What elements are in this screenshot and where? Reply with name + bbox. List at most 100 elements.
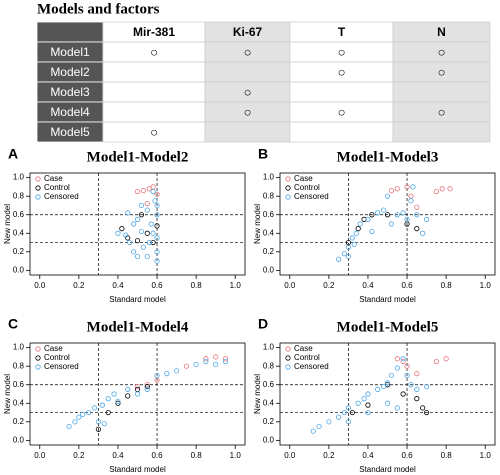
factor-mark: ○: [150, 44, 158, 59]
panel-letter: A: [8, 146, 18, 162]
factor-mark: ○: [338, 44, 346, 59]
y-tick-label: 0.4: [263, 228, 275, 237]
point: [394, 405, 400, 411]
x-tick-label: 0.6: [151, 281, 163, 290]
point: [380, 207, 387, 213]
point: [115, 230, 121, 236]
legend-marker: [35, 355, 41, 361]
y-tick-label: 0.6: [263, 380, 275, 389]
x-tick-label: 0.4: [362, 451, 374, 460]
point: [152, 198, 158, 204]
x-tick-label: 0.4: [112, 281, 124, 290]
point: [384, 212, 391, 218]
point: [341, 251, 348, 257]
point: [336, 414, 342, 420]
legend-label: Control: [44, 183, 70, 192]
chart-title: Model1-Model2: [87, 149, 189, 165]
y-tick-label: 0.2: [263, 247, 275, 256]
point: [138, 212, 145, 218]
point: [414, 386, 420, 392]
point: [154, 191, 160, 197]
x-tick-label: 0.4: [362, 281, 374, 290]
x-tick-label: 0.8: [441, 451, 453, 460]
point: [150, 188, 156, 195]
point: [388, 188, 395, 194]
point: [351, 241, 357, 247]
point: [140, 244, 146, 250]
point: [193, 361, 199, 367]
point: [150, 184, 156, 190]
legend-marker: [35, 176, 41, 182]
point: [365, 409, 371, 416]
point: [404, 363, 410, 369]
point: [345, 253, 352, 260]
point: [95, 426, 102, 432]
point: [423, 383, 430, 390]
legend-label: Censored: [294, 362, 329, 371]
point: [138, 202, 145, 209]
point: [134, 383, 141, 390]
legend-marker: [285, 185, 291, 191]
table-cell: [204, 121, 291, 143]
point: [134, 188, 141, 195]
y-tick-label: 0.6: [263, 210, 275, 219]
point: [357, 221, 363, 227]
y-axis-label: New model: [253, 374, 262, 414]
legend-marker: [285, 194, 291, 200]
point: [400, 391, 406, 397]
factor-mark: ○: [244, 84, 252, 99]
point: [345, 244, 352, 250]
x-tick-label: 0.4: [112, 451, 124, 460]
point: [345, 419, 352, 425]
point: [164, 370, 170, 377]
legend-label: Censored: [294, 192, 329, 201]
x-tick-label: 0.6: [401, 281, 413, 290]
legend-marker: [285, 355, 291, 361]
point: [414, 212, 420, 218]
legend-marker: [35, 185, 41, 191]
point: [408, 193, 414, 199]
row-label: Model2: [50, 65, 90, 79]
y-tick-label: 1.0: [263, 173, 275, 182]
x-tick-label: 0.2: [73, 451, 85, 460]
table-cell: [289, 121, 394, 143]
point: [404, 184, 410, 190]
point: [99, 402, 105, 408]
x-tick-label: 0.2: [73, 281, 85, 290]
point: [148, 221, 154, 227]
point: [394, 186, 400, 192]
point: [433, 358, 439, 365]
point: [134, 238, 141, 244]
point: [134, 253, 141, 260]
legend-label: Censored: [44, 192, 79, 201]
x-axis-label: Standard model: [359, 465, 416, 474]
legend-marker: [285, 176, 291, 182]
point: [95, 419, 102, 425]
point: [380, 383, 387, 390]
point: [222, 356, 229, 362]
point: [410, 184, 416, 190]
point: [203, 358, 209, 365]
x-tick-label: 0.0: [284, 281, 296, 290]
x-axis-label: Standard model: [109, 465, 166, 474]
table-cell: [289, 81, 394, 103]
y-tick-label: 0.0: [263, 265, 275, 274]
point: [355, 226, 361, 232]
point: [154, 223, 160, 229]
point: [105, 396, 111, 402]
legend-marker: [285, 364, 291, 370]
point: [144, 386, 150, 392]
chart-title: Model1-Model4: [87, 319, 189, 335]
point: [408, 382, 414, 388]
point: [150, 239, 156, 246]
point: [384, 380, 391, 386]
point: [80, 411, 86, 417]
x-tick-label: 1.0: [230, 281, 242, 290]
x-tick-label: 0.2: [323, 451, 335, 460]
x-tick-label: 0.6: [401, 451, 413, 460]
point: [101, 421, 107, 427]
point: [144, 383, 150, 390]
point: [111, 391, 117, 397]
point: [173, 368, 180, 374]
y-tick-label: 0.2: [263, 417, 275, 426]
